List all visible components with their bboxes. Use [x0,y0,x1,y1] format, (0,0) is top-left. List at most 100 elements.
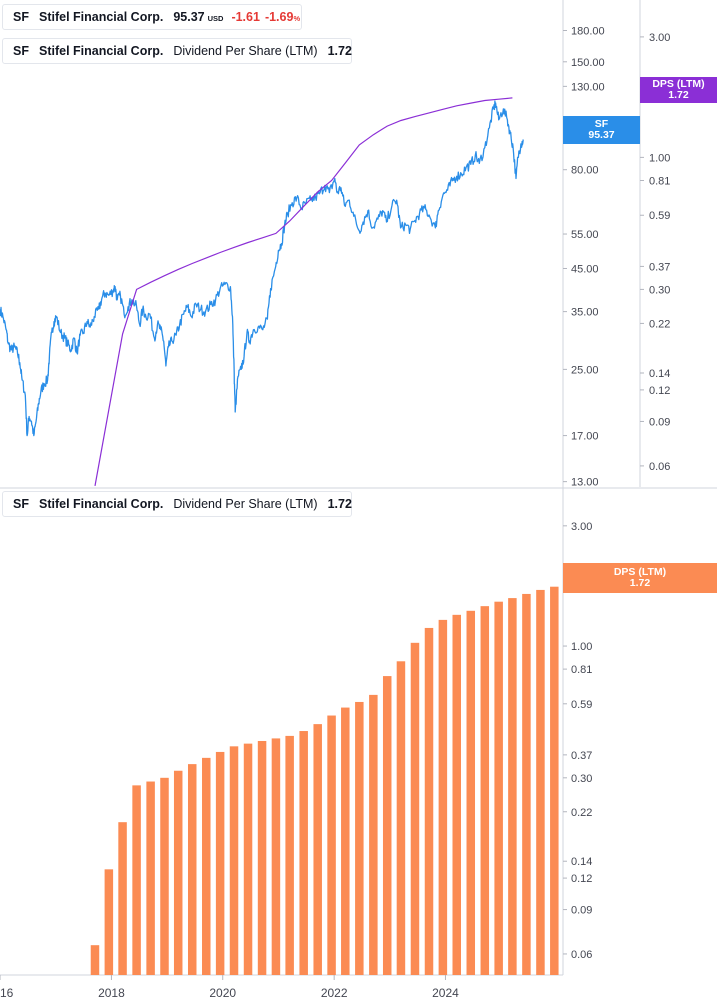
bar-axis-tick-label: 0.37 [571,750,592,762]
dps-bar [146,781,155,975]
dps-line-legend[interactable]: SF Stifel Financial Corp. Dividend Per S… [2,38,352,64]
dps-bar [410,642,420,975]
dps-bar [257,740,267,975]
dps-bar [355,701,364,975]
bar-axis-tick-label: 0.06 [571,949,592,961]
dps-bar [452,614,461,975]
dps-bar-legend-value: 1.72 [327,497,352,511]
price-axis-tick-label: 80.00 [571,165,599,177]
dps-bar [299,731,308,975]
dps-axis-tick-label: 0.12 [649,385,670,397]
price-tag-label: SF [594,118,609,130]
dps-bar [396,661,406,975]
dps-line [94,97,513,487]
price-axis-tick-label: 180.00 [571,26,605,38]
price-axis-tick-label: 13.00 [571,477,599,489]
bar-axis-tick-label: 0.22 [571,807,592,819]
dps-bar [508,598,517,975]
dps-bar [327,715,336,975]
dps-bar [160,777,169,975]
dps-axis-tick-label: 1.00 [649,152,670,164]
price-axis-tick-label: 17.00 [571,431,599,443]
price-legend-change-pct: -1.69% [264,10,301,24]
dps-line-legend-value: 1.72 [327,44,352,58]
dps-axis-tick-label: 0.14 [649,368,670,380]
dps-bar [285,735,294,975]
dps-bottom-tag-label: DPS (LTM) [613,566,667,578]
dps-bar [313,724,322,975]
price-axis-tag: SF 95.37 [563,116,640,144]
dps-top-axis-tag: DPS (LTM) 1.72 [640,77,717,103]
dps-bar-legend-name: Stifel Financial Corp. [38,497,164,511]
dps-axis-tick-label: 0.30 [649,284,670,296]
year-tick-label: 2018 [98,986,125,1000]
dps-axis-tick-label: 0.22 [649,318,670,330]
price-line [0,100,524,437]
dps-bar [522,593,531,975]
dps-bottom-tag-value: 1.72 [629,577,651,589]
bar-axis-tick-label: 0.14 [571,856,592,868]
dps-line-legend-indicator: Dividend Per Share (LTM) [173,44,318,58]
dps-axis-tick-label: 0.81 [649,175,670,187]
price-axis-tick-label: 45.00 [571,263,599,275]
dps-bar [271,738,281,975]
dps-line-legend-name: Stifel Financial Corp. [38,44,164,58]
price-legend-name: Stifel Financial Corp. [38,10,164,24]
dps-bar [424,627,434,975]
bar-axis-tick-label: 1.00 [571,641,592,653]
year-tick-label: 2020 [209,986,236,1000]
dps-top-tag-label: DPS (LTM) [652,78,705,90]
dps-bar [480,606,490,975]
dps-bar [438,619,448,975]
bar-axis-tick-label: 3.00 [571,521,592,533]
price-axis-tick-label: 130.00 [571,81,605,93]
price-legend-symbol: SF [13,10,29,24]
dps-bar [173,770,183,975]
dps-axis-tick-label: 0.09 [649,416,670,428]
dps-axis-tick-label: 0.59 [649,210,670,222]
dps-bar [90,945,100,975]
bar-axis-tick-label: 0.09 [571,905,592,917]
dps-bar [229,746,239,975]
dps-bottom-axis-tag: DPS (LTM) 1.72 [563,563,717,593]
dps-bar [550,586,559,975]
dps-bar [536,589,545,975]
dps-axis-tick-label: 0.37 [649,261,670,273]
dps-bar [341,707,350,975]
bar-axis-tick-label: 0.81 [571,664,592,676]
dps-axis-tick-label: 3.00 [649,32,670,44]
dps-bar [466,610,476,975]
price-legend-currency: USD [207,13,224,23]
dps-bar [382,676,392,975]
price-legend-change: -1.61 [231,10,260,24]
dps-bar [202,757,211,975]
dps-axis-tick-label: 0.06 [649,461,670,473]
price-legend[interactable]: SF Stifel Financial Corp. 95.37 USD -1.6… [2,4,302,30]
dps-bar [132,785,141,975]
price-axis-tick-label: 150.00 [571,57,605,69]
dps-bar [369,694,378,975]
bar-axis-tick-label: 0.30 [571,773,592,785]
dps-bar [215,751,225,975]
dps-bar [187,764,197,975]
year-tick-label: 2024 [432,986,459,1000]
dps-bar-legend-indicator: Dividend Per Share (LTM) [173,497,318,511]
bar-axis-tick-label: 0.12 [571,873,592,885]
price-axis-tick-label: 35.00 [571,307,599,319]
price-legend-value: 95.37 [173,10,205,24]
bar-axis-tick-label: 0.59 [571,699,592,711]
dps-bar [243,743,253,975]
dps-bar-legend[interactable]: SF Stifel Financial Corp. Dividend Per S… [2,491,352,517]
year-tick-label: 2022 [321,986,348,1000]
dps-line-legend-symbol: SF [13,44,29,58]
price-axis-tick-label: 25.00 [571,364,599,376]
price-axis-tick-label: 55.00 [571,229,599,241]
dps-bar [494,601,503,975]
dps-bar [104,869,114,975]
dps-bar-legend-symbol: SF [13,497,29,511]
dps-top-tag-value: 1.72 [668,89,689,101]
price-tag-value: 95.37 [588,129,615,141]
year-tick-label: 2016 [0,986,14,1000]
dps-bar [118,822,127,975]
